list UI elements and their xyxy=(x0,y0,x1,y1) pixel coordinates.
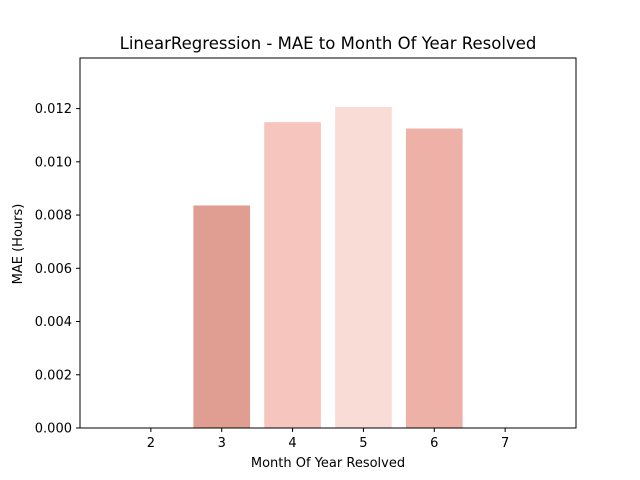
x-tick-label: 2 xyxy=(147,436,155,451)
y-tick-label: 0.010 xyxy=(35,155,72,170)
axes-frame xyxy=(79,57,577,429)
x-tick-label: 7 xyxy=(501,436,509,451)
y-axis-label: MAE (Hours) xyxy=(11,204,26,285)
y-tick-label: 0.008 xyxy=(35,209,72,224)
y-tick-label: 0.002 xyxy=(35,368,72,383)
x-tick-label: 3 xyxy=(218,436,226,451)
chart-title: LinearRegression - MAE to Month Of Year … xyxy=(120,34,537,53)
bar-month-3 xyxy=(193,205,251,428)
x-tick-label: 5 xyxy=(359,436,367,451)
bar-month-4 xyxy=(264,122,321,429)
y-tick-label: 0.006 xyxy=(35,262,72,277)
x-axis-label: Month Of Year Resolved xyxy=(251,456,405,471)
x-tick-label: 6 xyxy=(430,436,438,451)
bar-month-5 xyxy=(335,106,392,428)
y-tick-label: 0.004 xyxy=(35,315,72,330)
y-tick-label: 0.000 xyxy=(35,422,72,437)
y-tick-label: 0.012 xyxy=(35,102,72,117)
bar-month-6 xyxy=(405,128,463,429)
plot-area: 2 3 4 5 6 7 0.000 0.002 0.004 0.006 0.008 0.010 0.01… xyxy=(35,57,577,451)
x-tick-label: 4 xyxy=(288,436,296,451)
